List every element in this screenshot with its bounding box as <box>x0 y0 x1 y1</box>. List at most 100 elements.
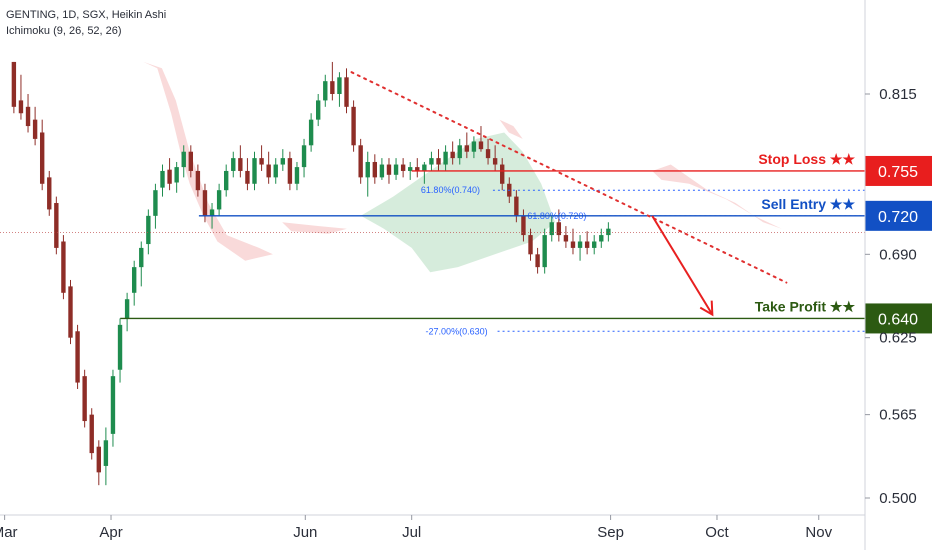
candle-body <box>372 161 378 178</box>
candle-body <box>422 164 427 171</box>
candle-body <box>599 235 604 242</box>
sell-entry-price-text: 0.720 <box>878 209 918 226</box>
candle-body <box>337 77 342 94</box>
candle-body <box>606 228 611 236</box>
candle-body <box>25 106 31 127</box>
stop-loss-price-tag <box>865 155 932 186</box>
candle-body <box>273 164 278 178</box>
candle-body <box>18 100 24 114</box>
candle-body <box>266 164 271 178</box>
candle-body <box>202 190 208 216</box>
candle-body <box>259 158 264 165</box>
indicator-label: Ichimoku (9, 26, 52, 26) <box>6 25 122 37</box>
candle-body <box>464 145 470 152</box>
candle-body <box>400 164 406 171</box>
fib-label: -27.00%(0.630) <box>426 326 488 336</box>
candle-body <box>344 77 349 107</box>
candle-body <box>584 241 590 248</box>
candle-body <box>209 209 215 216</box>
price-tick-label: 0.690 <box>879 246 917 263</box>
candle-body <box>11 61 17 107</box>
candle-body <box>528 235 533 255</box>
candle-body <box>542 235 547 268</box>
candle-body <box>492 158 498 165</box>
candle-body <box>358 145 363 178</box>
candle-body <box>245 170 250 184</box>
sell-entry-label: Sell Entry ★★ <box>761 196 855 212</box>
time-axis: Mar Apr Jun Jul Sep Oct Nov <box>0 514 865 541</box>
candle-body <box>386 164 392 175</box>
candle-body <box>188 151 194 171</box>
forecast-arrow <box>651 215 714 316</box>
candle-body <box>124 299 130 319</box>
cloud-bullish <box>360 132 556 273</box>
candle-body <box>32 119 38 139</box>
candle-body <box>478 141 484 150</box>
price-tick-label: 0.565 <box>879 407 917 424</box>
candle-body <box>450 151 455 159</box>
candle-body <box>280 158 286 165</box>
candle-body <box>181 151 186 168</box>
candle-body <box>535 254 540 268</box>
candle-body <box>521 215 526 236</box>
price-tick-label: 0.500 <box>879 490 917 507</box>
candle-body <box>308 119 314 146</box>
candle-body <box>160 170 165 188</box>
time-tick-label: Sep <box>597 524 624 541</box>
candle-body <box>287 158 293 184</box>
stop-loss-label: Stop Loss ★★ <box>758 151 855 167</box>
candle-body <box>131 267 137 293</box>
candle-body <box>61 241 66 293</box>
time-tick-label: Jul <box>402 524 421 541</box>
candle-body <box>75 331 80 383</box>
candle-body <box>429 158 434 165</box>
candle-body <box>294 167 300 184</box>
time-tick-label: Oct <box>705 524 729 541</box>
stop-loss-price-text: 0.755 <box>878 164 918 181</box>
candle-body <box>54 203 59 248</box>
candle-body <box>549 222 554 236</box>
candle-body <box>436 158 441 165</box>
candle-body <box>96 446 101 473</box>
candle-body <box>592 241 597 248</box>
candle-body <box>68 286 73 338</box>
candle-body <box>167 169 172 184</box>
candle-body <box>563 235 569 242</box>
candle-body <box>153 190 158 216</box>
candle-body <box>443 151 448 165</box>
candle-body <box>365 161 370 178</box>
candle-body <box>39 132 45 184</box>
candle-body <box>330 81 335 94</box>
candle-body <box>485 149 491 159</box>
candle-body <box>238 158 243 171</box>
price-tick-label: 0.625 <box>879 330 917 347</box>
candle-body <box>393 164 399 175</box>
candle-body <box>379 164 385 178</box>
candle-body <box>89 414 94 454</box>
candle-body <box>301 145 307 168</box>
candle-body <box>252 158 257 184</box>
time-tick-label: Jun <box>293 524 317 541</box>
fib-label: 61.80%(0.740) <box>421 185 480 195</box>
sell-entry-price-tag <box>865 200 932 231</box>
candle-body <box>471 141 477 152</box>
price-axis: 0.755 0.720 0.640 0.815 0.690 0.625 0.565 0.500 <box>864 0 932 550</box>
ichimoku-cloud <box>143 61 782 273</box>
candle-body <box>103 440 109 466</box>
candle-body <box>174 167 179 183</box>
take-profit-price-tag <box>865 303 932 334</box>
cloud-bearish-0 <box>143 61 273 261</box>
time-tick-label: Apr <box>99 524 122 541</box>
candle-body <box>146 215 151 245</box>
candle-body <box>556 222 562 236</box>
time-tick-label: Mar <box>0 524 18 541</box>
take-profit-price-text: 0.640 <box>878 311 918 328</box>
candle-body <box>224 170 229 191</box>
candle-body <box>117 324 123 370</box>
time-tick-label: Nov <box>805 524 832 541</box>
candle-body <box>570 241 576 248</box>
candle-body <box>139 247 144 268</box>
candle-body <box>351 106 356 146</box>
candle-body <box>577 241 583 248</box>
